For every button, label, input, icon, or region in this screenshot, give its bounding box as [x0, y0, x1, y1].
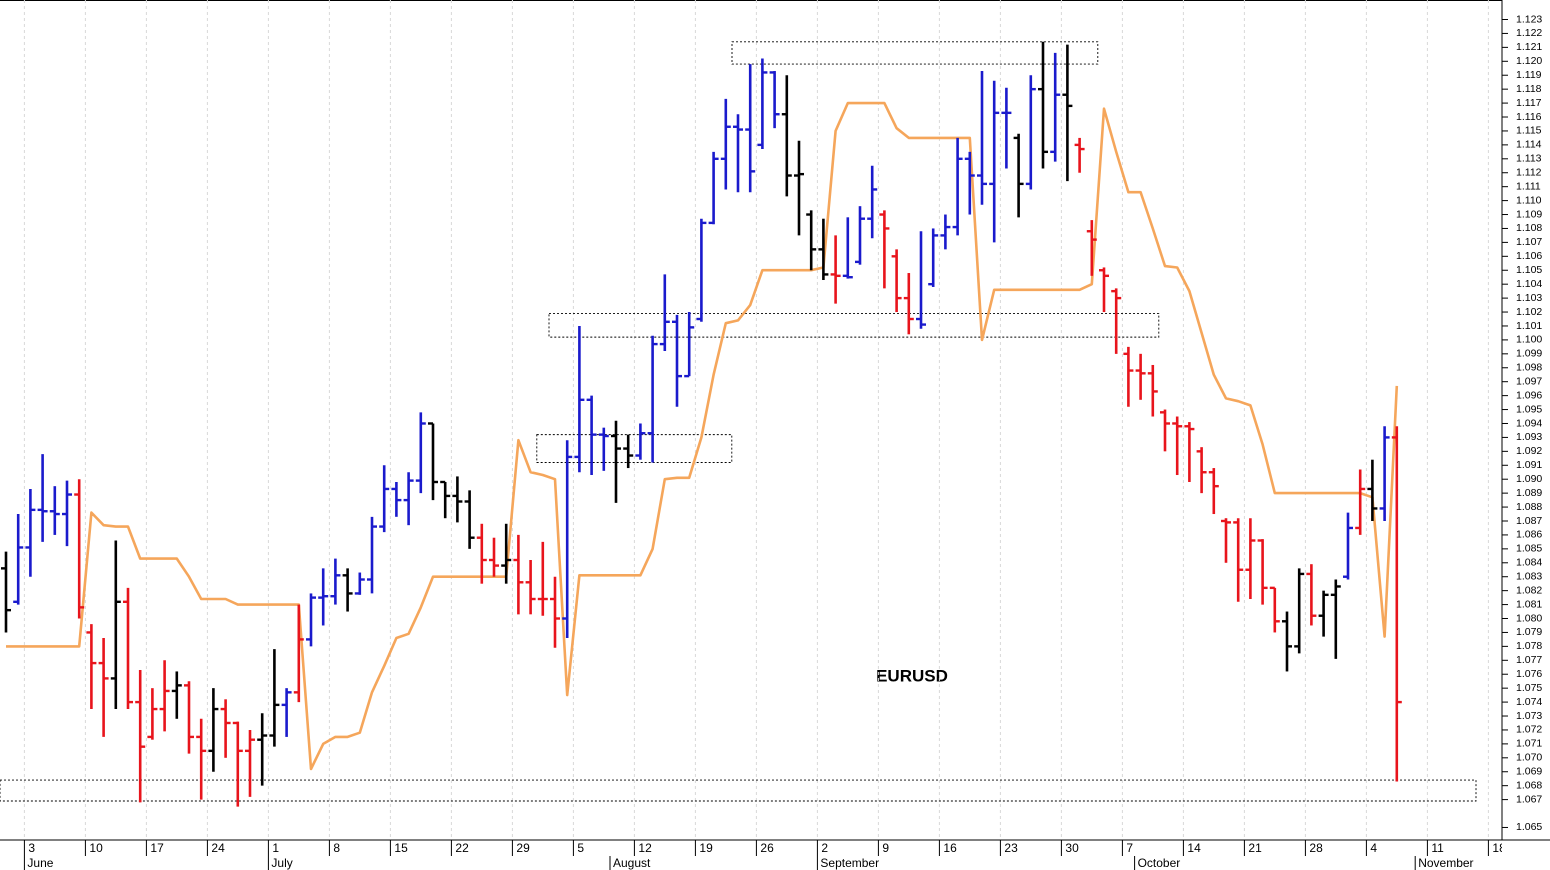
x-tick-label: 29	[516, 841, 530, 855]
y-tick-label: 1.116	[1516, 111, 1542, 123]
y-tick-label: 1.098	[1516, 362, 1542, 374]
y-tick-label: 1.081	[1516, 598, 1542, 610]
x-tick-label: 28	[1309, 841, 1323, 855]
y-tick-label: 1.100	[1516, 334, 1542, 346]
x-tick-label: 11	[1431, 841, 1444, 855]
y-tick-label: 1.088	[1516, 501, 1542, 513]
x-tick-label: 5	[577, 841, 584, 855]
x-tick-label: 10	[89, 841, 103, 855]
y-tick-label: 1.099	[1516, 348, 1542, 360]
y-tick-label: 1.117	[1516, 97, 1542, 109]
y-tick-label: 1.073	[1516, 710, 1542, 722]
y-tick-label: 1.113	[1516, 153, 1542, 165]
y-tick-label: 1.076	[1516, 668, 1542, 680]
zone	[548, 312, 1160, 338]
y-tick-label: 1.075	[1516, 682, 1542, 694]
x-tick-label: 4	[1370, 841, 1377, 855]
y-tick-label: 1.067	[1516, 793, 1542, 805]
y-tick-label: 1.071	[1516, 738, 1542, 750]
y-tick-label: 1.102	[1516, 306, 1542, 318]
y-tick-label: 1.097	[1516, 375, 1542, 387]
y-tick-label: 1.114	[1516, 139, 1542, 151]
y-tick-label: 1.101	[1516, 320, 1542, 332]
y-tick-label: 1.115	[1516, 125, 1542, 137]
y-tick-label: 1.080	[1516, 612, 1542, 624]
x-tick-label: 19	[699, 841, 713, 855]
zone	[536, 434, 733, 463]
x-tick-label: 30	[1065, 841, 1079, 855]
y-tick-label: 1.119	[1516, 69, 1542, 81]
y-tick-label: 1.106	[1516, 250, 1542, 262]
y-tick-label: 1.122	[1516, 27, 1542, 39]
y-tick-label: 1.084	[1516, 557, 1542, 569]
zone	[0, 779, 1477, 802]
month-label: June	[27, 856, 53, 870]
month-label: August	[613, 856, 651, 870]
y-tick-label: 1.103	[1516, 292, 1542, 304]
y-tick-label: 1.083	[1516, 570, 1542, 582]
y-tick-label: 1.105	[1516, 264, 1542, 276]
x-tick-label: 24	[211, 841, 225, 855]
month-label: September	[820, 856, 879, 870]
x-tick-label: 2	[821, 841, 828, 855]
y-tick-label: 1.092	[1516, 445, 1542, 457]
y-tick-label: 1.068	[1516, 779, 1542, 791]
x-tick-label: 8	[333, 841, 340, 855]
y-tick-label: 1.104	[1516, 278, 1542, 290]
x-tick-label: 26	[760, 841, 774, 855]
y-tick-label: 1.082	[1516, 584, 1542, 596]
y-tick-label: 1.120	[1516, 55, 1542, 67]
x-tick-label: 18	[1492, 841, 1506, 855]
x-tick-label: 7	[1126, 841, 1133, 855]
y-tick-label: 1.090	[1516, 473, 1542, 485]
y-tick-label: 1.069	[1516, 766, 1542, 778]
y-tick-label: 1.077	[1516, 654, 1542, 666]
y-tick-label: 1.070	[1516, 752, 1542, 764]
y-tick-label: 1.072	[1516, 724, 1542, 736]
y-tick-label: 1.086	[1516, 529, 1542, 541]
y-tick-label: 1.095	[1516, 403, 1542, 415]
x-tick-label: 14	[1187, 841, 1201, 855]
y-tick-label: 1.118	[1516, 83, 1542, 95]
y-tick-label: 1.121	[1516, 41, 1542, 53]
chart-title: EURUSD	[876, 666, 948, 685]
y-tick-label: 1.087	[1516, 515, 1542, 527]
y-tick-label: 1.123	[1516, 13, 1542, 25]
y-tick-label: 1.093	[1516, 431, 1542, 443]
y-tick-label: 1.091	[1516, 459, 1542, 471]
y-tick-label: 1.111	[1516, 180, 1541, 192]
y-tick-label: 1.078	[1516, 640, 1542, 652]
y-tick-label: 1.085	[1516, 543, 1542, 555]
y-tick-label: 1.108	[1516, 222, 1542, 234]
zone	[731, 41, 1099, 65]
month-label: July	[271, 856, 292, 870]
y-tick-label: 1.109	[1516, 208, 1542, 220]
x-tick-label: 12	[638, 841, 652, 855]
y-tick-label: 1.110	[1516, 194, 1542, 206]
month-label: October	[1138, 856, 1181, 870]
y-tick-label: 1.065	[1516, 821, 1542, 833]
y-tick-label: 1.094	[1516, 417, 1542, 429]
y-tick-label: 1.079	[1516, 626, 1542, 638]
x-tick-label: 16	[943, 841, 957, 855]
x-tick-label: 17	[150, 841, 164, 855]
month-label: November	[1418, 856, 1473, 870]
y-tick-label: 1.096	[1516, 389, 1542, 401]
y-tick-label: 1.074	[1516, 696, 1542, 708]
x-tick-label: 23	[1004, 841, 1018, 855]
x-tick-label: 3	[28, 841, 35, 855]
y-tick-label: 1.112	[1516, 167, 1542, 179]
indicator-line	[6, 101, 1399, 771]
x-tick-label: 1	[272, 841, 279, 855]
x-tick-label: 21	[1248, 841, 1262, 855]
y-tick-label: 1.107	[1516, 236, 1542, 248]
y-tick-label: 1.089	[1516, 487, 1542, 499]
x-tick-label: 22	[455, 841, 469, 855]
x-tick-label: 15	[394, 841, 408, 855]
x-tick-label: 9	[882, 841, 889, 855]
